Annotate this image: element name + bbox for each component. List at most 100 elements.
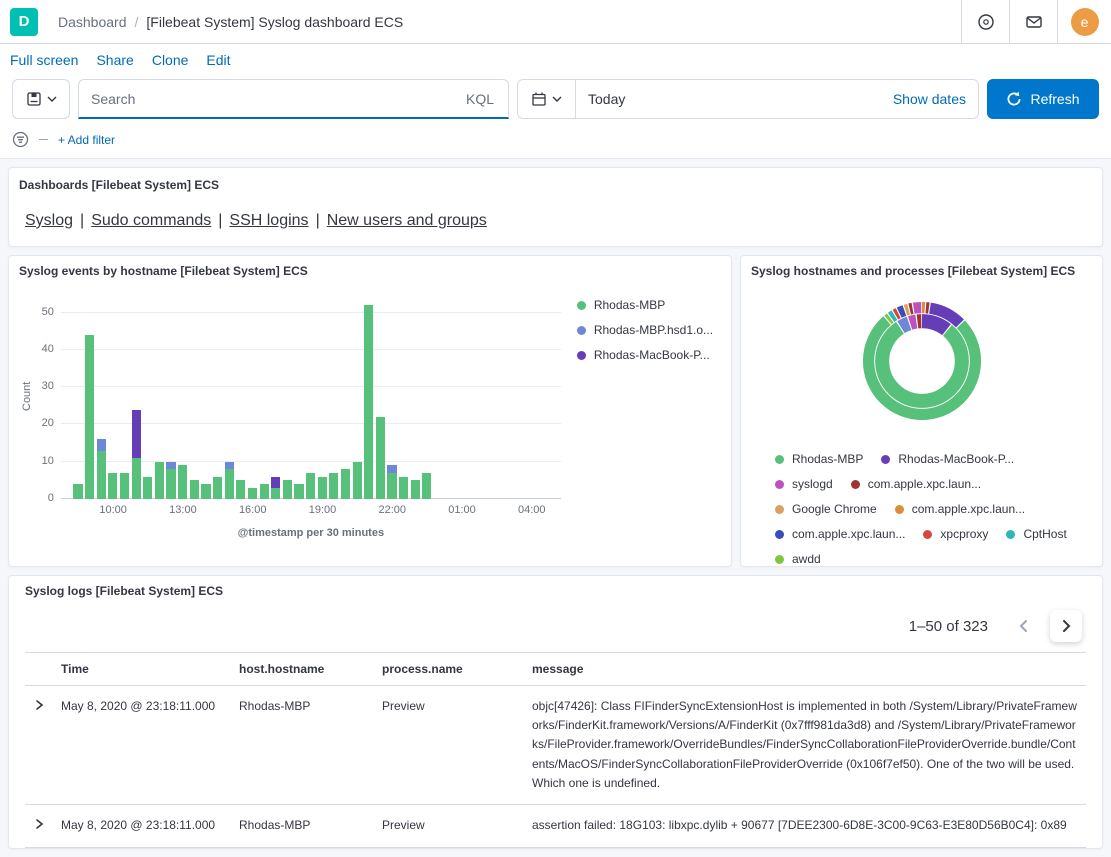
legend-item[interactable]: awdd xyxy=(775,552,821,566)
bar-segment[interactable] xyxy=(387,465,397,473)
legend-item[interactable]: com.apple.xpc.laun... xyxy=(894,502,1025,516)
legend-item[interactable]: Google Chrome xyxy=(775,502,877,516)
saved-query-menu-button[interactable] xyxy=(12,79,70,119)
donut-chart[interactable] xyxy=(847,286,997,436)
dashboard-top-nav: Full screen Share Clone Edit xyxy=(0,44,1111,77)
legend-item[interactable]: Rhodas-MBP xyxy=(775,452,863,466)
bar-segment[interactable] xyxy=(119,472,130,499)
legend-item[interactable]: xpcproxy xyxy=(923,527,988,541)
link-new-users-groups[interactable]: New users and groups xyxy=(326,212,487,229)
user-menu-button[interactable]: e xyxy=(1057,0,1111,43)
previous-page-button[interactable] xyxy=(1008,610,1040,642)
legend-item[interactable]: com.apple.xpc.laun... xyxy=(775,527,905,541)
bar-segment[interactable] xyxy=(317,476,327,499)
bar-segment[interactable] xyxy=(247,487,257,499)
clone-link[interactable]: Clone xyxy=(151,52,189,68)
column-header-time[interactable]: Time xyxy=(53,652,231,686)
bar-segment[interactable] xyxy=(422,472,432,499)
bar-segment[interactable] xyxy=(96,450,106,499)
legend-item[interactable]: syslogd xyxy=(775,477,833,491)
filter-bar: + Add filter xyxy=(0,131,1111,159)
expand-row-button[interactable] xyxy=(33,816,45,830)
bar-segment[interactable] xyxy=(399,476,409,499)
y-tick-label: 20 xyxy=(41,417,54,430)
refresh-button[interactable]: Refresh xyxy=(987,79,1099,119)
legend-item[interactable]: Rhodas-MBP xyxy=(576,298,721,312)
bar-segment[interactable] xyxy=(213,476,223,499)
x-tick-label: 19:00 xyxy=(308,504,337,516)
space-selector-button[interactable]: D xyxy=(0,0,48,43)
chevron-right-icon xyxy=(1057,617,1075,635)
cell-time: May 8, 2020 @ 23:18:11.000 xyxy=(53,685,231,805)
bar-segment[interactable] xyxy=(340,469,351,499)
share-link[interactable]: Share xyxy=(96,52,134,68)
bar-segment[interactable] xyxy=(131,458,141,499)
bar-segment[interactable] xyxy=(178,465,188,499)
link-separator: | xyxy=(80,212,85,229)
link-ssh-logins[interactable]: SSH logins xyxy=(229,212,309,229)
bar-segment[interactable] xyxy=(143,476,153,499)
bar-chart-panel: Syslog events by hostname [Filebeat Syst… xyxy=(8,255,732,567)
bar-segment[interactable] xyxy=(306,472,316,499)
x-tick-label: 01:00 xyxy=(448,504,476,516)
full-screen-link[interactable]: Full screen xyxy=(10,52,79,68)
bar-segment[interactable] xyxy=(236,480,246,499)
kql-toggle[interactable]: KQL xyxy=(465,90,494,107)
search-box: KQL xyxy=(78,79,509,119)
bar-segment[interactable] xyxy=(73,484,83,499)
link-syslog[interactable]: Syslog xyxy=(25,212,74,229)
help-button[interactable] xyxy=(961,0,1009,43)
add-filter-link[interactable]: + Add filter xyxy=(58,132,116,147)
expand-row-button[interactable] xyxy=(33,697,45,711)
bar-segment[interactable] xyxy=(282,480,292,499)
bar-segment[interactable] xyxy=(154,461,164,499)
breadcrumb-separator: / xyxy=(134,13,139,30)
legend-item[interactable]: com.apple.xpc.laun... xyxy=(850,477,981,491)
donut-slice[interactable] xyxy=(874,314,969,408)
bar-segment[interactable] xyxy=(96,439,106,451)
search-input[interactable] xyxy=(79,80,452,117)
legend-item[interactable]: Rhodas-MBP.hsd1.o... xyxy=(576,323,721,337)
y-tick-label: 30 xyxy=(41,380,54,393)
bar-segment[interactable] xyxy=(189,480,199,499)
bar-segment[interactable] xyxy=(166,469,176,499)
date-range-value[interactable]: Today xyxy=(588,91,626,107)
bar-segment[interactable] xyxy=(201,484,211,499)
legend-dot xyxy=(775,554,784,564)
bar-segment[interactable] xyxy=(85,335,95,499)
bar-segment[interactable] xyxy=(375,417,385,499)
bar-segment[interactable] xyxy=(131,409,141,458)
donut-slice[interactable] xyxy=(862,301,981,421)
bar-segment[interactable] xyxy=(108,472,118,499)
bar-segment[interactable] xyxy=(166,461,176,470)
edit-link[interactable]: Edit xyxy=(206,52,231,68)
newsfeed-button[interactable] xyxy=(1009,0,1057,43)
bar-segment[interactable] xyxy=(410,480,420,499)
column-header-message[interactable]: message xyxy=(524,652,1086,686)
bar-segment[interactable] xyxy=(364,305,374,499)
bar-segment[interactable] xyxy=(271,487,281,499)
table-row: May 8, 2020 @ 23:18:11.000 Rhodas-MBP Pr… xyxy=(25,804,1086,849)
bar-segment[interactable] xyxy=(259,484,269,499)
bar-segment[interactable] xyxy=(224,461,234,470)
legend-item[interactable]: Rhodas-MacBook-P... xyxy=(881,452,1014,466)
bar-segment[interactable] xyxy=(224,469,234,499)
next-page-button[interactable] xyxy=(1050,610,1082,642)
donut-slice[interactable] xyxy=(874,314,969,408)
date-quick-select-button[interactable] xyxy=(518,80,576,118)
filter-icon[interactable] xyxy=(12,131,29,148)
column-header-host[interactable]: host.hostname xyxy=(231,652,374,686)
bar-segment[interactable] xyxy=(387,472,397,499)
bar-segment[interactable] xyxy=(329,472,339,499)
column-header-process[interactable]: process.name xyxy=(374,652,524,686)
donut-slice[interactable] xyxy=(862,301,981,421)
bar-segment[interactable] xyxy=(294,484,304,499)
link-sudo-commands[interactable]: Sudo commands xyxy=(91,212,212,229)
breadcrumb-dashboard[interactable]: Dashboard xyxy=(58,13,127,30)
legend-item[interactable]: CptHost xyxy=(1006,527,1067,541)
breadcrumb: Dashboard / [Filebeat System] Syslog das… xyxy=(58,14,403,30)
legend-item[interactable]: Rhodas-MacBook-P... xyxy=(576,348,721,362)
show-dates-link[interactable]: Show dates xyxy=(892,91,966,107)
bar-segment[interactable] xyxy=(352,461,362,499)
bar-segment[interactable] xyxy=(271,476,281,488)
